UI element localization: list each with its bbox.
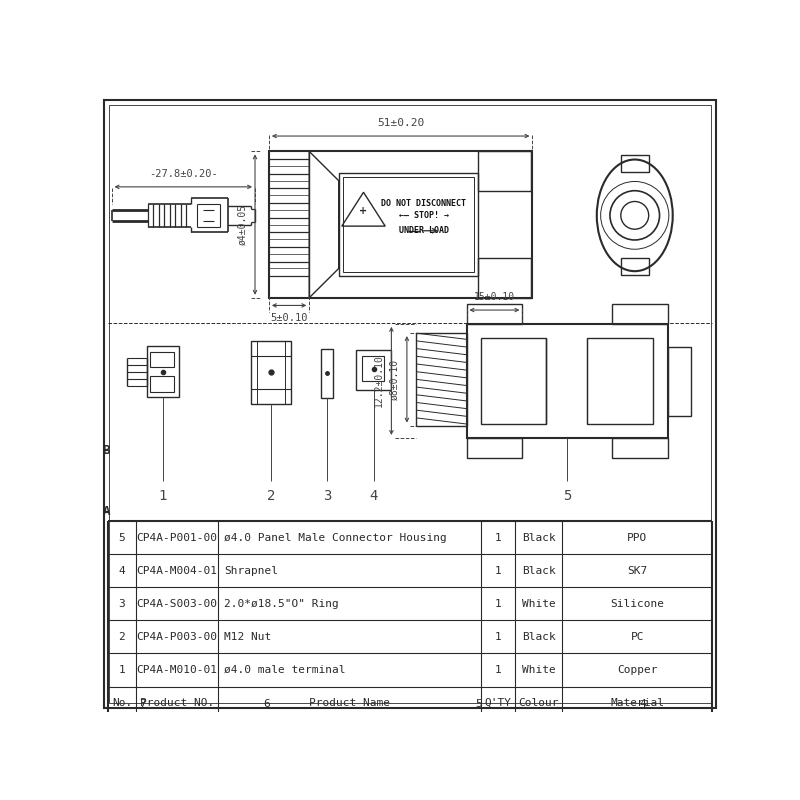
Text: No.: No. — [112, 698, 132, 708]
Text: PPO: PPO — [627, 533, 647, 542]
Text: White: White — [522, 665, 556, 675]
Text: -27.8±0.20-: -27.8±0.20- — [149, 169, 218, 179]
Text: 1: 1 — [158, 489, 167, 502]
Bar — [478, 151, 531, 191]
Bar — [416, 333, 466, 426]
Text: 1: 1 — [494, 599, 502, 609]
Text: 4: 4 — [639, 699, 646, 710]
Text: CP4A-M004-01: CP4A-M004-01 — [137, 566, 218, 576]
Bar — [586, 338, 653, 424]
Text: 3: 3 — [118, 599, 126, 609]
Bar — [251, 341, 291, 404]
Text: Silicone: Silicone — [610, 599, 664, 609]
Text: ø4±0.05: ø4±0.05 — [238, 204, 247, 245]
Bar — [466, 438, 522, 458]
Text: 4: 4 — [118, 566, 126, 576]
Text: 2: 2 — [118, 632, 126, 642]
Text: Black: Black — [522, 632, 556, 642]
Text: 51±0.20: 51±0.20 — [377, 118, 424, 128]
Text: DO NOT DISCONNECT: DO NOT DISCONNECT — [382, 198, 466, 207]
Text: Shrapnel: Shrapnel — [224, 566, 278, 576]
Bar — [342, 177, 474, 272]
Bar — [612, 304, 668, 324]
Text: CP4A-M010-01: CP4A-M010-01 — [137, 665, 218, 675]
Text: CP4A-P001-00: CP4A-P001-00 — [137, 533, 218, 542]
Text: 1: 1 — [118, 665, 126, 675]
Text: Colour: Colour — [518, 698, 559, 708]
Text: 1: 1 — [494, 632, 502, 642]
Text: CP4A-P003-00: CP4A-P003-00 — [137, 632, 218, 642]
Text: UNDER LOAD: UNDER LOAD — [399, 226, 449, 235]
Bar — [150, 376, 174, 392]
Text: A: A — [102, 506, 110, 518]
Text: SK7: SK7 — [627, 566, 647, 576]
Text: ø4.0 Panel Male Connector Housing: ø4.0 Panel Male Connector Housing — [224, 533, 446, 542]
Bar — [269, 151, 533, 298]
Text: 2: 2 — [267, 489, 275, 502]
Bar — [362, 356, 384, 381]
Text: Material: Material — [610, 698, 664, 708]
Text: Product NO.: Product NO. — [140, 698, 214, 708]
Bar — [668, 347, 691, 416]
Bar — [466, 304, 522, 324]
Text: ←― STOP! →: ←― STOP! → — [399, 211, 449, 220]
Bar — [466, 324, 668, 438]
Text: 4: 4 — [370, 489, 378, 502]
Text: 6: 6 — [263, 699, 270, 710]
Bar — [612, 438, 668, 458]
Text: 3: 3 — [323, 489, 331, 502]
Text: 5: 5 — [563, 489, 571, 502]
Text: ø4.0 male terminal: ø4.0 male terminal — [224, 665, 346, 675]
Bar — [321, 349, 334, 398]
Bar — [478, 258, 531, 298]
Text: +: + — [359, 206, 367, 216]
Bar — [481, 338, 546, 424]
Text: 15±0.10: 15±0.10 — [474, 292, 515, 302]
Text: Q'TY: Q'TY — [485, 698, 511, 708]
Text: PC: PC — [630, 632, 644, 642]
Text: Black: Black — [522, 566, 556, 576]
Text: 5±0.10: 5±0.10 — [270, 313, 308, 323]
Text: White: White — [522, 599, 556, 609]
Text: Product Name: Product Name — [309, 698, 390, 708]
Text: M12 Nut: M12 Nut — [224, 632, 271, 642]
Text: B: B — [102, 444, 110, 457]
Bar — [621, 258, 649, 275]
Text: 2.0*ø18.5"O" Ring: 2.0*ø18.5"O" Ring — [224, 599, 338, 609]
Text: ø8±0.10: ø8±0.10 — [389, 358, 399, 400]
Text: 7: 7 — [139, 699, 146, 710]
Text: 1: 1 — [494, 533, 502, 542]
Text: 5: 5 — [475, 699, 482, 710]
Text: Copper: Copper — [617, 665, 658, 675]
Text: 1: 1 — [494, 665, 502, 675]
Text: CP4A-S003-00: CP4A-S003-00 — [137, 599, 218, 609]
Text: 12.2±0.10: 12.2±0.10 — [374, 354, 384, 407]
Bar — [621, 155, 649, 172]
Text: 1: 1 — [494, 566, 502, 576]
Text: Black: Black — [522, 533, 556, 542]
Bar — [338, 173, 478, 276]
Text: 5: 5 — [118, 533, 126, 542]
Bar — [146, 346, 179, 397]
Bar — [356, 350, 391, 390]
Bar — [150, 352, 174, 367]
